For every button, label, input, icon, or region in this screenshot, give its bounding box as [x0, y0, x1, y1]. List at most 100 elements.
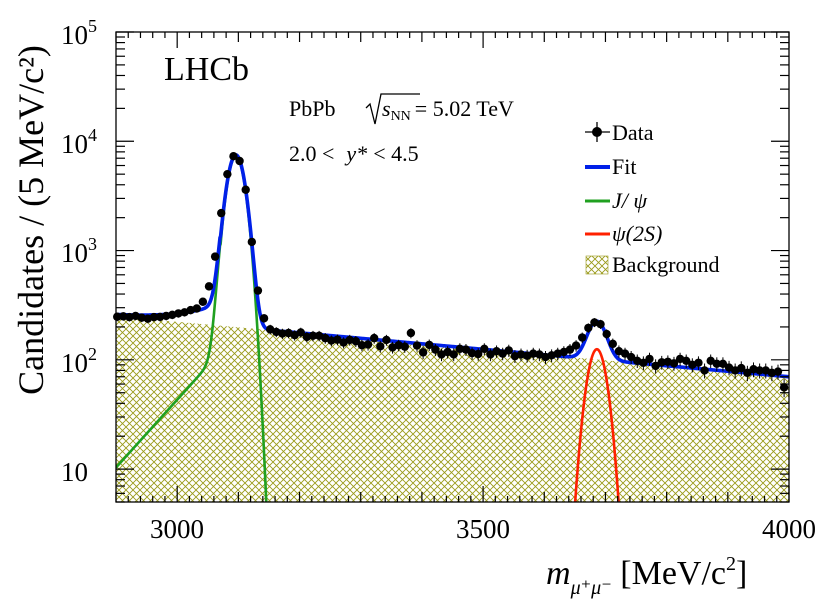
data-point-marker [480, 344, 489, 354]
data-point [308, 330, 318, 342]
data-point-marker [504, 346, 513, 355]
data-point-marker [779, 383, 789, 392]
data-point [584, 323, 593, 333]
data-point-marker [571, 341, 581, 350]
data-point [418, 346, 428, 359]
data-point [473, 348, 483, 361]
data-point [596, 319, 605, 329]
data-point [737, 361, 746, 376]
data-point-marker [682, 356, 691, 365]
data-point-marker [608, 339, 617, 349]
sqrt-sign [365, 93, 420, 125]
x-tick-label-3000: 3000 [150, 514, 204, 544]
data-point-marker [718, 359, 728, 368]
data-point-marker [694, 358, 703, 367]
data-point-marker [412, 341, 422, 350]
data-point-marker [192, 304, 201, 313]
data-point [578, 332, 587, 344]
data-point [210, 252, 220, 261]
psi2s-curve [573, 347, 620, 502]
data-point [694, 356, 703, 371]
data-point-marker [431, 345, 440, 354]
legend-background-swatch [585, 255, 609, 275]
data-point-marker [198, 297, 208, 306]
data-point-marker [229, 152, 238, 161]
data-point [651, 359, 660, 374]
data-point-marker [584, 323, 593, 333]
legend: Data Fit J/ ψ ψ(2S) Background [585, 120, 720, 277]
data-point [235, 156, 244, 166]
data-point [602, 329, 611, 340]
data-point [657, 355, 666, 370]
data-point-marker [204, 282, 214, 291]
data-point [645, 352, 654, 366]
data-point [229, 152, 238, 161]
data-point [779, 379, 789, 398]
legend-label-jpsi: J/ ψ [612, 188, 647, 213]
data-point-marker [241, 185, 250, 194]
data-point-marker [278, 329, 287, 338]
data-point-marker [363, 340, 373, 349]
data-point [700, 363, 709, 379]
data-point [351, 336, 361, 348]
y-tick-label-10: 10 [61, 457, 88, 487]
data-point-marker [626, 352, 636, 362]
data-point-marker [418, 348, 428, 357]
y-tick-label-100000: 105 [61, 16, 97, 50]
data-point-marker [217, 208, 226, 218]
data-point-marker [473, 349, 483, 359]
data-point-marker [743, 368, 752, 378]
data-point-marker [645, 354, 654, 364]
data-point [467, 347, 477, 360]
data-point [363, 339, 373, 351]
data-point-marker [425, 340, 434, 350]
data-point-marker [596, 319, 605, 329]
data-point-marker [210, 252, 220, 261]
data-point-marker [400, 342, 409, 351]
data-point [149, 312, 159, 322]
x-axis-title: mμ⁺μ⁻ [MeV/c2] [546, 553, 747, 599]
data-point [639, 356, 648, 371]
y-axis-title: Candidates / (5 MeV/c²) [11, 45, 51, 395]
data-point-marker [369, 333, 379, 343]
data-point [449, 348, 458, 362]
data-point [712, 357, 722, 372]
data-point-marker [113, 312, 122, 321]
data-point [529, 347, 538, 361]
data-point-marker [669, 359, 679, 368]
data-point [192, 304, 201, 313]
x-tick-label-3500: 3500 [456, 514, 510, 544]
data-point [425, 339, 434, 351]
data-point-marker [700, 366, 709, 375]
data-point-marker [651, 361, 660, 371]
data-point-marker [296, 328, 305, 337]
background-area-layer [116, 316, 789, 502]
data-point-marker [149, 312, 159, 322]
data-point-marker [737, 363, 746, 373]
data-point [278, 328, 287, 339]
data-point-marker [247, 237, 257, 247]
data-point [743, 365, 752, 382]
data-point [247, 237, 257, 247]
data-point [571, 340, 581, 352]
data-points-layer [113, 152, 789, 398]
data-point-marker [565, 345, 575, 354]
data-point [400, 341, 409, 353]
axis-ticks-layer [115, 31, 790, 503]
data-point [620, 347, 630, 361]
data-point [357, 339, 367, 352]
legend-label-background: Background [612, 252, 720, 277]
legend-label-psi2s: ψ(2S) [612, 221, 662, 246]
data-point [412, 340, 422, 352]
data-point-marker [578, 333, 587, 342]
data-point-marker [119, 312, 128, 321]
data-point [113, 312, 122, 322]
legend-label-fit: Fit [612, 154, 636, 179]
data-point-marker [620, 349, 630, 358]
data-point-marker [467, 348, 477, 358]
data-point-marker [755, 366, 764, 375]
data-point-marker [449, 350, 458, 359]
lhcb-label: LHCb [164, 51, 249, 88]
data-point [461, 343, 471, 356]
data-point-marker [308, 331, 318, 340]
